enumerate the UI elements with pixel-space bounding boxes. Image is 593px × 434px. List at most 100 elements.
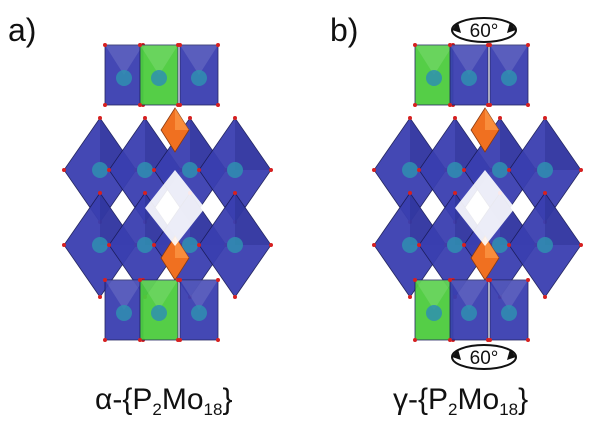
top-cap-octahedron-vertex [216,43,220,47]
gamma-formula-suffix: } [518,383,529,416]
top-cap-metal [191,70,207,86]
upper-belt-metal [182,162,198,178]
lower-belt-metal [227,237,243,253]
upper-belt-octahedron-vertex [188,116,192,120]
lower-belt-octahedron-vertex [233,295,237,299]
upper-belt-octahedron-vertex [498,116,502,120]
top-cap-octahedron-vertex [488,43,492,47]
lower-belt-octahedron-vertex [372,243,376,247]
gamma-formula-mo: Mo [457,383,500,416]
bottom-cap-metal [191,305,207,321]
top-rotation-arrow: 60° [451,17,517,43]
top-cap-octahedron-vertex [216,103,220,107]
bottom-cap-octahedron-vertex [448,338,452,342]
bottom-cap-octahedron-face [450,280,488,310]
lower-belt-octahedron-vertex [107,243,111,247]
bottom-rotation-arrow: 60° [451,344,517,370]
gamma-formula-prefix: γ-{P [393,383,449,416]
upper-belt-metal [402,162,418,178]
bottom-cap-octahedron-vertex [413,278,417,282]
lower-belt-metal [447,237,463,253]
top-cap-octahedron-vertex [178,43,182,47]
upper-belt-octahedron-vertex [197,168,201,172]
top-cap-octahedron-vertex [103,43,107,47]
top-cap-octahedron-face [180,45,218,75]
lower-belt-octahedron-vertex [152,243,156,247]
alpha-cluster [62,43,273,342]
lower-belt-octahedron-vertex [408,295,412,299]
top-rotation-label: 60° [470,21,499,42]
lower-belt-octahedron-vertex [98,191,102,195]
upper-belt-octahedron-vertex [107,168,111,172]
bottom-cap-octahedron-vertex [216,278,220,282]
bottom-cap-octahedron-face [490,280,528,310]
top-cap-octahedron-vertex [448,103,452,107]
lower-belt-metal [492,237,508,253]
alpha-formula-sub-p: 2 [152,400,162,419]
upper-belt-octahedron-vertex [579,168,583,172]
lower-belt-metal [182,237,198,253]
bottom-cap-octahedron-vertex [488,338,492,342]
lower-belt-octahedron-face [235,193,271,245]
top-cap-octahedron-face [415,45,453,75]
bottom-cap-octahedron-face [105,280,143,310]
top-cap-octahedron-face [105,45,143,75]
bottom-cap-metal [461,305,477,321]
bottom-cap-octahedron-vertex [526,278,530,282]
upper-belt-octahedron-vertex [233,116,237,120]
lower-belt-metal [137,237,153,253]
bottom-cap-metal [426,305,442,321]
alpha-formula-suffix: } [222,383,233,416]
bottom-cap-octahedron-vertex [488,278,492,282]
lower-belt-octahedron-vertex [543,295,547,299]
bottom-cap-metal [501,305,517,321]
bottom-cap-octahedron-vertex [526,338,530,342]
panel-b-label: b) [330,12,359,48]
top-cap-octahedron-vertex [178,103,182,107]
bottom-cap-octahedron-face [415,280,453,310]
alpha-formula: α-{P2Mo18} [95,383,232,420]
bottom-cap-metal [116,305,132,321]
bottom-cap-octahedron-vertex [138,338,142,342]
lower-belt-metal [92,237,108,253]
upper-belt-octahedron-vertex [98,116,102,120]
top-cap-octahedron-vertex [138,103,142,107]
lower-belt-octahedron-vertex [408,191,412,195]
upper-belt-octahedron-face [545,118,581,170]
upper-belt-octahedron-vertex [269,168,273,172]
bottom-cap-octahedron-face [180,280,218,310]
gamma-formula: γ-{P2Mo18} [393,383,528,420]
top-cap-metal [151,70,167,86]
top-cap-octahedron-vertex [488,103,492,107]
upper-belt-metal [492,162,508,178]
upper-belt-octahedron-vertex [372,168,376,172]
upper-belt-octahedron-vertex [543,116,547,120]
upper-belt-octahedron-vertex [507,168,511,172]
top-cap-octahedron-vertex [526,103,530,107]
gamma-formula-sub-mo: 18 [499,400,519,419]
upper-belt-octahedron-vertex [453,116,457,120]
lower-belt-octahedron-vertex [233,191,237,195]
lower-belt-octahedron-vertex [269,243,273,247]
central-void [145,170,205,246]
top-cap-octahedron-vertex [103,103,107,107]
top-cap-octahedron-face [140,45,178,75]
top-cap-octahedron-vertex [448,43,452,47]
bottom-cap-octahedron-vertex [103,338,107,342]
upper-phosphate-face [175,108,189,130]
top-cap-octahedron-vertex [413,43,417,47]
bottom-cap-octahedron-vertex [448,278,452,282]
bottom-cap-octahedron-vertex [216,338,220,342]
upper-belt-octahedron-vertex [143,116,147,120]
bottom-cap-octahedron-vertex [413,338,417,342]
bottom-cap-octahedron-face [140,280,178,310]
upper-belt-metal [92,162,108,178]
lower-belt-octahedron-vertex [143,191,147,195]
lower-belt-metal [402,237,418,253]
gamma-cluster [372,43,583,342]
top-cap-metal [461,70,477,86]
upper-belt-octahedron-vertex [417,168,421,172]
bottom-cap-octahedron-vertex [178,278,182,282]
